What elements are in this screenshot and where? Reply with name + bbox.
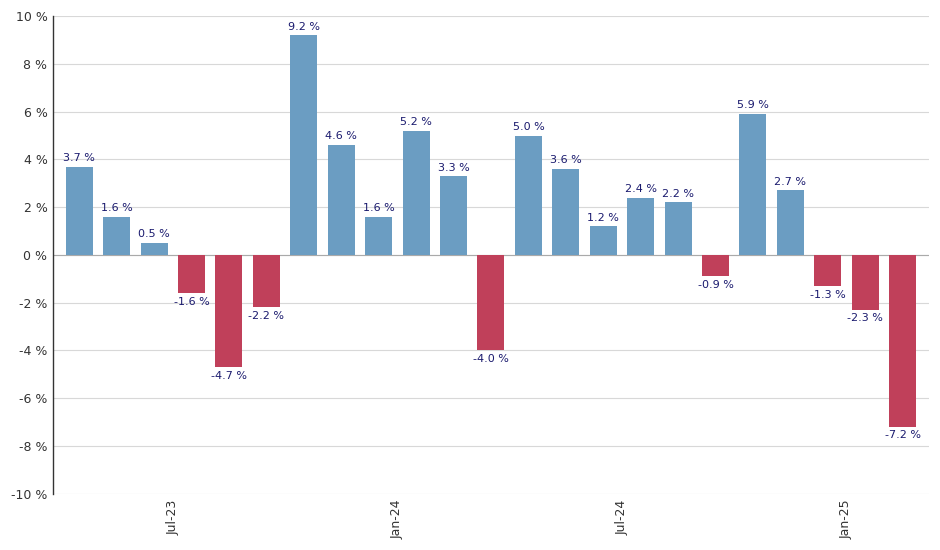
- Text: 5.0 %: 5.0 %: [512, 122, 544, 132]
- Bar: [515, 135, 541, 255]
- Text: 3.6 %: 3.6 %: [550, 155, 582, 166]
- Bar: [440, 176, 467, 255]
- Bar: [852, 255, 879, 310]
- Text: 0.5 %: 0.5 %: [138, 229, 170, 239]
- Text: -1.3 %: -1.3 %: [810, 289, 846, 300]
- Bar: [740, 114, 766, 255]
- Text: 1.6 %: 1.6 %: [363, 203, 395, 213]
- Bar: [589, 226, 617, 255]
- Text: -7.2 %: -7.2 %: [885, 431, 920, 441]
- Bar: [215, 255, 243, 367]
- Text: 1.2 %: 1.2 %: [588, 213, 619, 223]
- Bar: [777, 190, 804, 255]
- Bar: [66, 167, 93, 255]
- Bar: [103, 217, 130, 255]
- Text: 4.6 %: 4.6 %: [325, 131, 357, 141]
- Bar: [814, 255, 841, 286]
- Bar: [702, 255, 729, 277]
- Text: 5.2 %: 5.2 %: [400, 117, 432, 127]
- Text: 3.7 %: 3.7 %: [63, 153, 95, 163]
- Bar: [328, 145, 354, 255]
- Bar: [553, 169, 579, 255]
- Text: 2.7 %: 2.7 %: [775, 177, 807, 187]
- Text: -1.6 %: -1.6 %: [174, 296, 210, 307]
- Bar: [665, 202, 692, 255]
- Text: -2.3 %: -2.3 %: [847, 314, 884, 323]
- Bar: [253, 255, 280, 307]
- Text: 5.9 %: 5.9 %: [737, 101, 769, 111]
- Text: -0.9 %: -0.9 %: [697, 280, 733, 290]
- Bar: [290, 35, 318, 255]
- Text: 1.6 %: 1.6 %: [101, 203, 133, 213]
- Text: -2.2 %: -2.2 %: [248, 311, 285, 321]
- Bar: [141, 243, 167, 255]
- Text: 9.2 %: 9.2 %: [288, 21, 320, 32]
- Text: -4.0 %: -4.0 %: [473, 354, 509, 364]
- Bar: [889, 255, 916, 427]
- Text: -4.7 %: -4.7 %: [211, 371, 247, 381]
- Bar: [366, 217, 392, 255]
- Bar: [478, 255, 505, 350]
- Bar: [627, 197, 654, 255]
- Text: 2.2 %: 2.2 %: [662, 189, 694, 199]
- Text: 3.3 %: 3.3 %: [438, 162, 469, 173]
- Text: 2.4 %: 2.4 %: [625, 184, 657, 194]
- Bar: [178, 255, 205, 293]
- Bar: [402, 131, 430, 255]
